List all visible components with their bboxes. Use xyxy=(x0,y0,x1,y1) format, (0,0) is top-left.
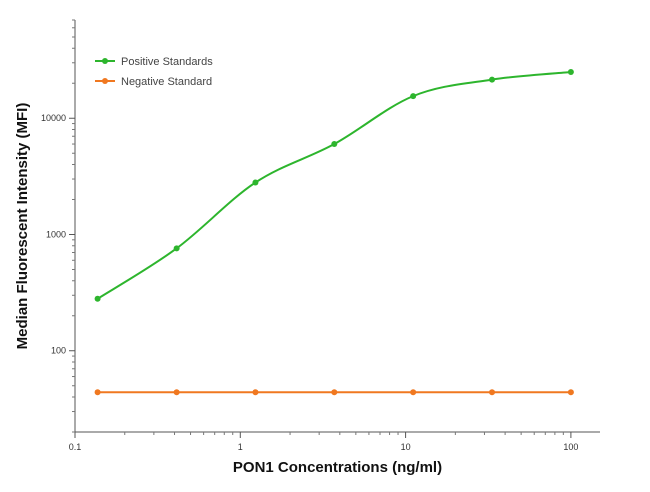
negative-standard-point xyxy=(410,389,417,396)
negative-standard-series xyxy=(94,389,574,396)
y-tick-label: 10000 xyxy=(41,113,66,123)
x-tick-label: 10 xyxy=(401,442,411,452)
legend: Positive Standards Negative Standard xyxy=(95,56,213,88)
negative-standard-point xyxy=(94,389,101,396)
ticks: 0.1 1 10 100 100 1000 10000 xyxy=(41,19,578,452)
negative-standard-point xyxy=(331,389,338,396)
x-tick-label: 100 xyxy=(563,442,578,452)
legend-label: Positive Standards xyxy=(121,56,213,68)
positive-standard-point xyxy=(94,295,101,302)
y-tick-label: 100 xyxy=(51,346,66,356)
series-layer xyxy=(94,68,574,396)
x-axis-title: PON1 Concentrations (ng/ml) xyxy=(233,459,442,476)
x-tick-label: 1 xyxy=(238,442,243,452)
legend-label: Negative Standard xyxy=(121,76,212,88)
positive-standard-point xyxy=(410,93,417,100)
negative-standard-point xyxy=(489,389,496,396)
negative-standard-point xyxy=(252,389,259,396)
negative-standard-point xyxy=(173,389,180,396)
y-tick-label: 1000 xyxy=(46,229,66,239)
negative-standard-point xyxy=(567,389,574,396)
positive-standard-point xyxy=(173,245,180,252)
positive-standard-point xyxy=(567,68,574,75)
positive-standard-point xyxy=(252,179,259,186)
legend-swatch-marker xyxy=(102,78,108,84)
positive-standard-point xyxy=(331,141,338,148)
positive-fit-curve xyxy=(97,70,571,300)
x-tick-label: 0.1 xyxy=(69,442,82,452)
axes xyxy=(74,20,600,433)
legend-swatch-marker xyxy=(102,58,108,64)
positive-standards-series xyxy=(94,68,574,302)
positive-standard-point xyxy=(489,76,496,83)
y-axis-title: Median Fluorescent Intensity (MFI) xyxy=(14,103,31,350)
